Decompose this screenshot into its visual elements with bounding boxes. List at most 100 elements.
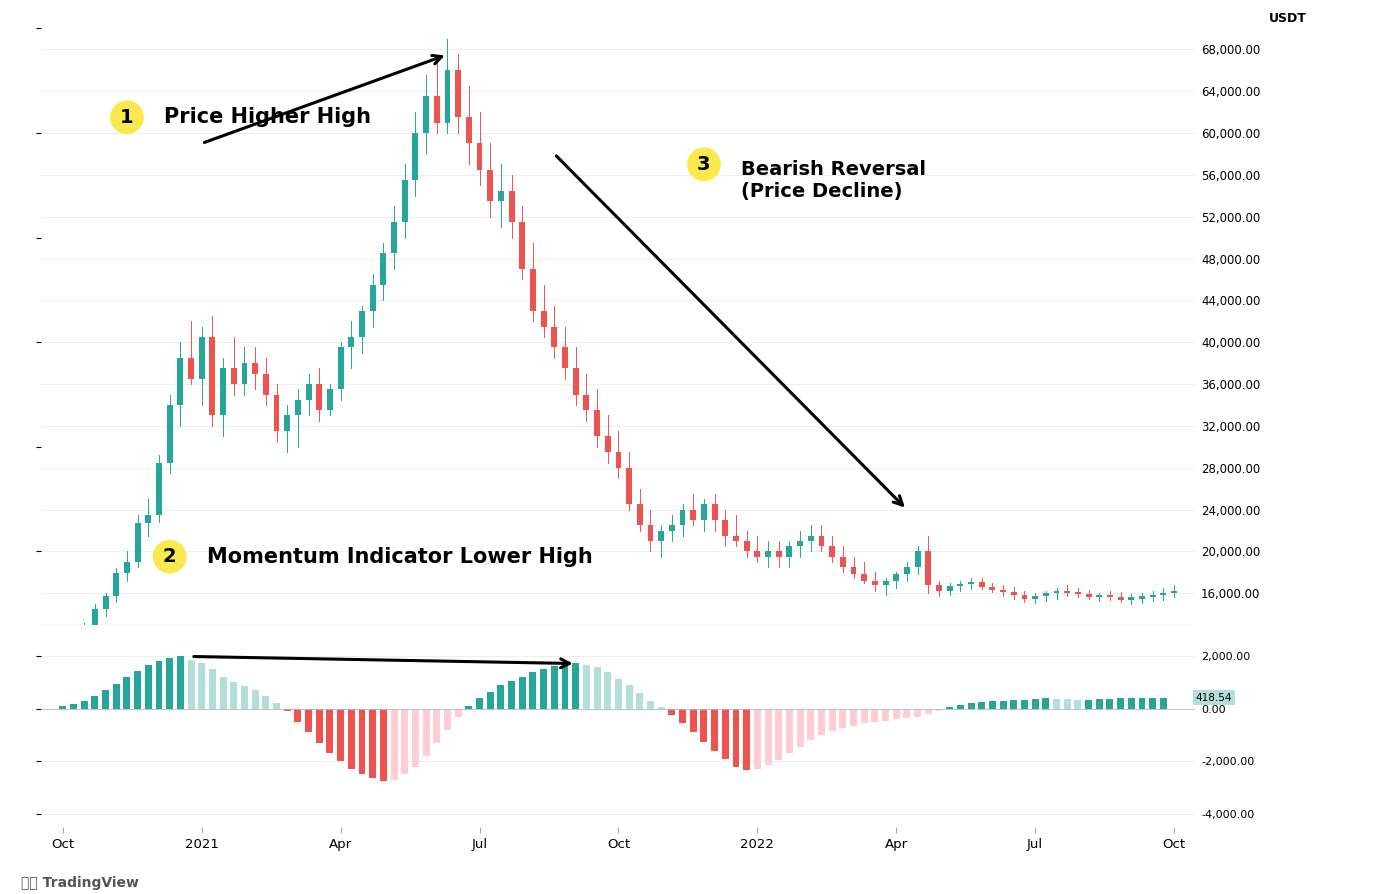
Bar: [370, 284, 376, 311]
Bar: [690, 709, 697, 732]
Bar: [572, 663, 579, 709]
Bar: [59, 706, 66, 709]
Bar: [444, 709, 451, 730]
Bar: [423, 97, 428, 133]
Bar: [316, 709, 323, 743]
Bar: [1118, 597, 1124, 600]
Bar: [914, 709, 920, 717]
Bar: [669, 526, 674, 530]
Bar: [337, 709, 344, 762]
Bar: [808, 536, 814, 541]
Bar: [498, 190, 504, 201]
Bar: [882, 709, 889, 721]
Bar: [274, 704, 281, 709]
Bar: [337, 348, 344, 389]
Bar: [604, 672, 611, 709]
Bar: [263, 374, 268, 394]
Bar: [326, 709, 333, 754]
Bar: [755, 552, 760, 557]
Bar: [647, 701, 654, 709]
Bar: [294, 400, 301, 416]
Bar: [669, 709, 676, 715]
Bar: [872, 709, 879, 721]
Bar: [348, 709, 355, 769]
Bar: [744, 709, 750, 771]
Bar: [839, 709, 846, 729]
Bar: [316, 384, 322, 410]
Bar: [145, 515, 151, 523]
Bar: [328, 389, 333, 410]
Bar: [723, 520, 728, 536]
Bar: [818, 709, 825, 735]
Bar: [572, 368, 579, 394]
Bar: [753, 709, 761, 769]
Bar: [220, 368, 227, 416]
Bar: [1064, 591, 1070, 594]
Bar: [861, 709, 868, 723]
Bar: [1053, 699, 1060, 709]
Bar: [1042, 698, 1049, 709]
Bar: [82, 625, 87, 637]
Bar: [829, 709, 836, 731]
Bar: [732, 709, 739, 766]
Bar: [294, 709, 301, 721]
Bar: [561, 664, 568, 709]
Bar: [840, 557, 846, 567]
Bar: [658, 530, 665, 541]
Bar: [70, 704, 77, 709]
Bar: [732, 536, 739, 541]
Bar: [583, 394, 589, 410]
Bar: [263, 696, 269, 709]
Bar: [59, 641, 66, 649]
Bar: [477, 143, 482, 170]
Bar: [680, 510, 685, 526]
Bar: [583, 664, 590, 709]
Bar: [1032, 699, 1039, 709]
Bar: [369, 709, 376, 779]
Bar: [615, 679, 622, 709]
Bar: [850, 709, 857, 726]
Bar: [209, 670, 216, 709]
Bar: [1075, 592, 1081, 595]
Bar: [1139, 697, 1146, 709]
Bar: [253, 363, 258, 374]
Bar: [605, 436, 611, 452]
Bar: [305, 384, 311, 400]
Bar: [764, 709, 771, 765]
Bar: [925, 709, 931, 714]
Bar: [1085, 699, 1092, 709]
Bar: [1139, 596, 1144, 598]
Bar: [956, 704, 963, 709]
Bar: [220, 678, 227, 709]
Bar: [402, 180, 408, 222]
Bar: [1128, 697, 1135, 709]
Bar: [893, 575, 900, 581]
Bar: [936, 709, 943, 712]
Text: ⧹⧹ TradingView: ⧹⧹ TradingView: [21, 875, 138, 890]
Bar: [475, 698, 484, 709]
Bar: [701, 709, 708, 742]
Bar: [1053, 591, 1060, 594]
Bar: [305, 709, 312, 732]
Bar: [285, 416, 290, 431]
Text: 2: 2: [163, 547, 177, 566]
Bar: [1086, 595, 1092, 597]
Bar: [529, 672, 536, 709]
Bar: [520, 222, 525, 269]
Bar: [926, 552, 931, 585]
Bar: [445, 71, 451, 122]
Bar: [434, 97, 439, 122]
Bar: [990, 587, 995, 590]
Bar: [156, 462, 162, 515]
Bar: [1150, 595, 1155, 597]
Bar: [1043, 594, 1049, 596]
Text: 3: 3: [697, 155, 710, 173]
Bar: [156, 661, 163, 709]
Bar: [124, 562, 130, 573]
Bar: [167, 405, 173, 462]
Bar: [637, 504, 643, 526]
Bar: [648, 526, 654, 541]
Bar: [540, 669, 547, 709]
Bar: [615, 452, 622, 468]
Bar: [775, 552, 782, 557]
